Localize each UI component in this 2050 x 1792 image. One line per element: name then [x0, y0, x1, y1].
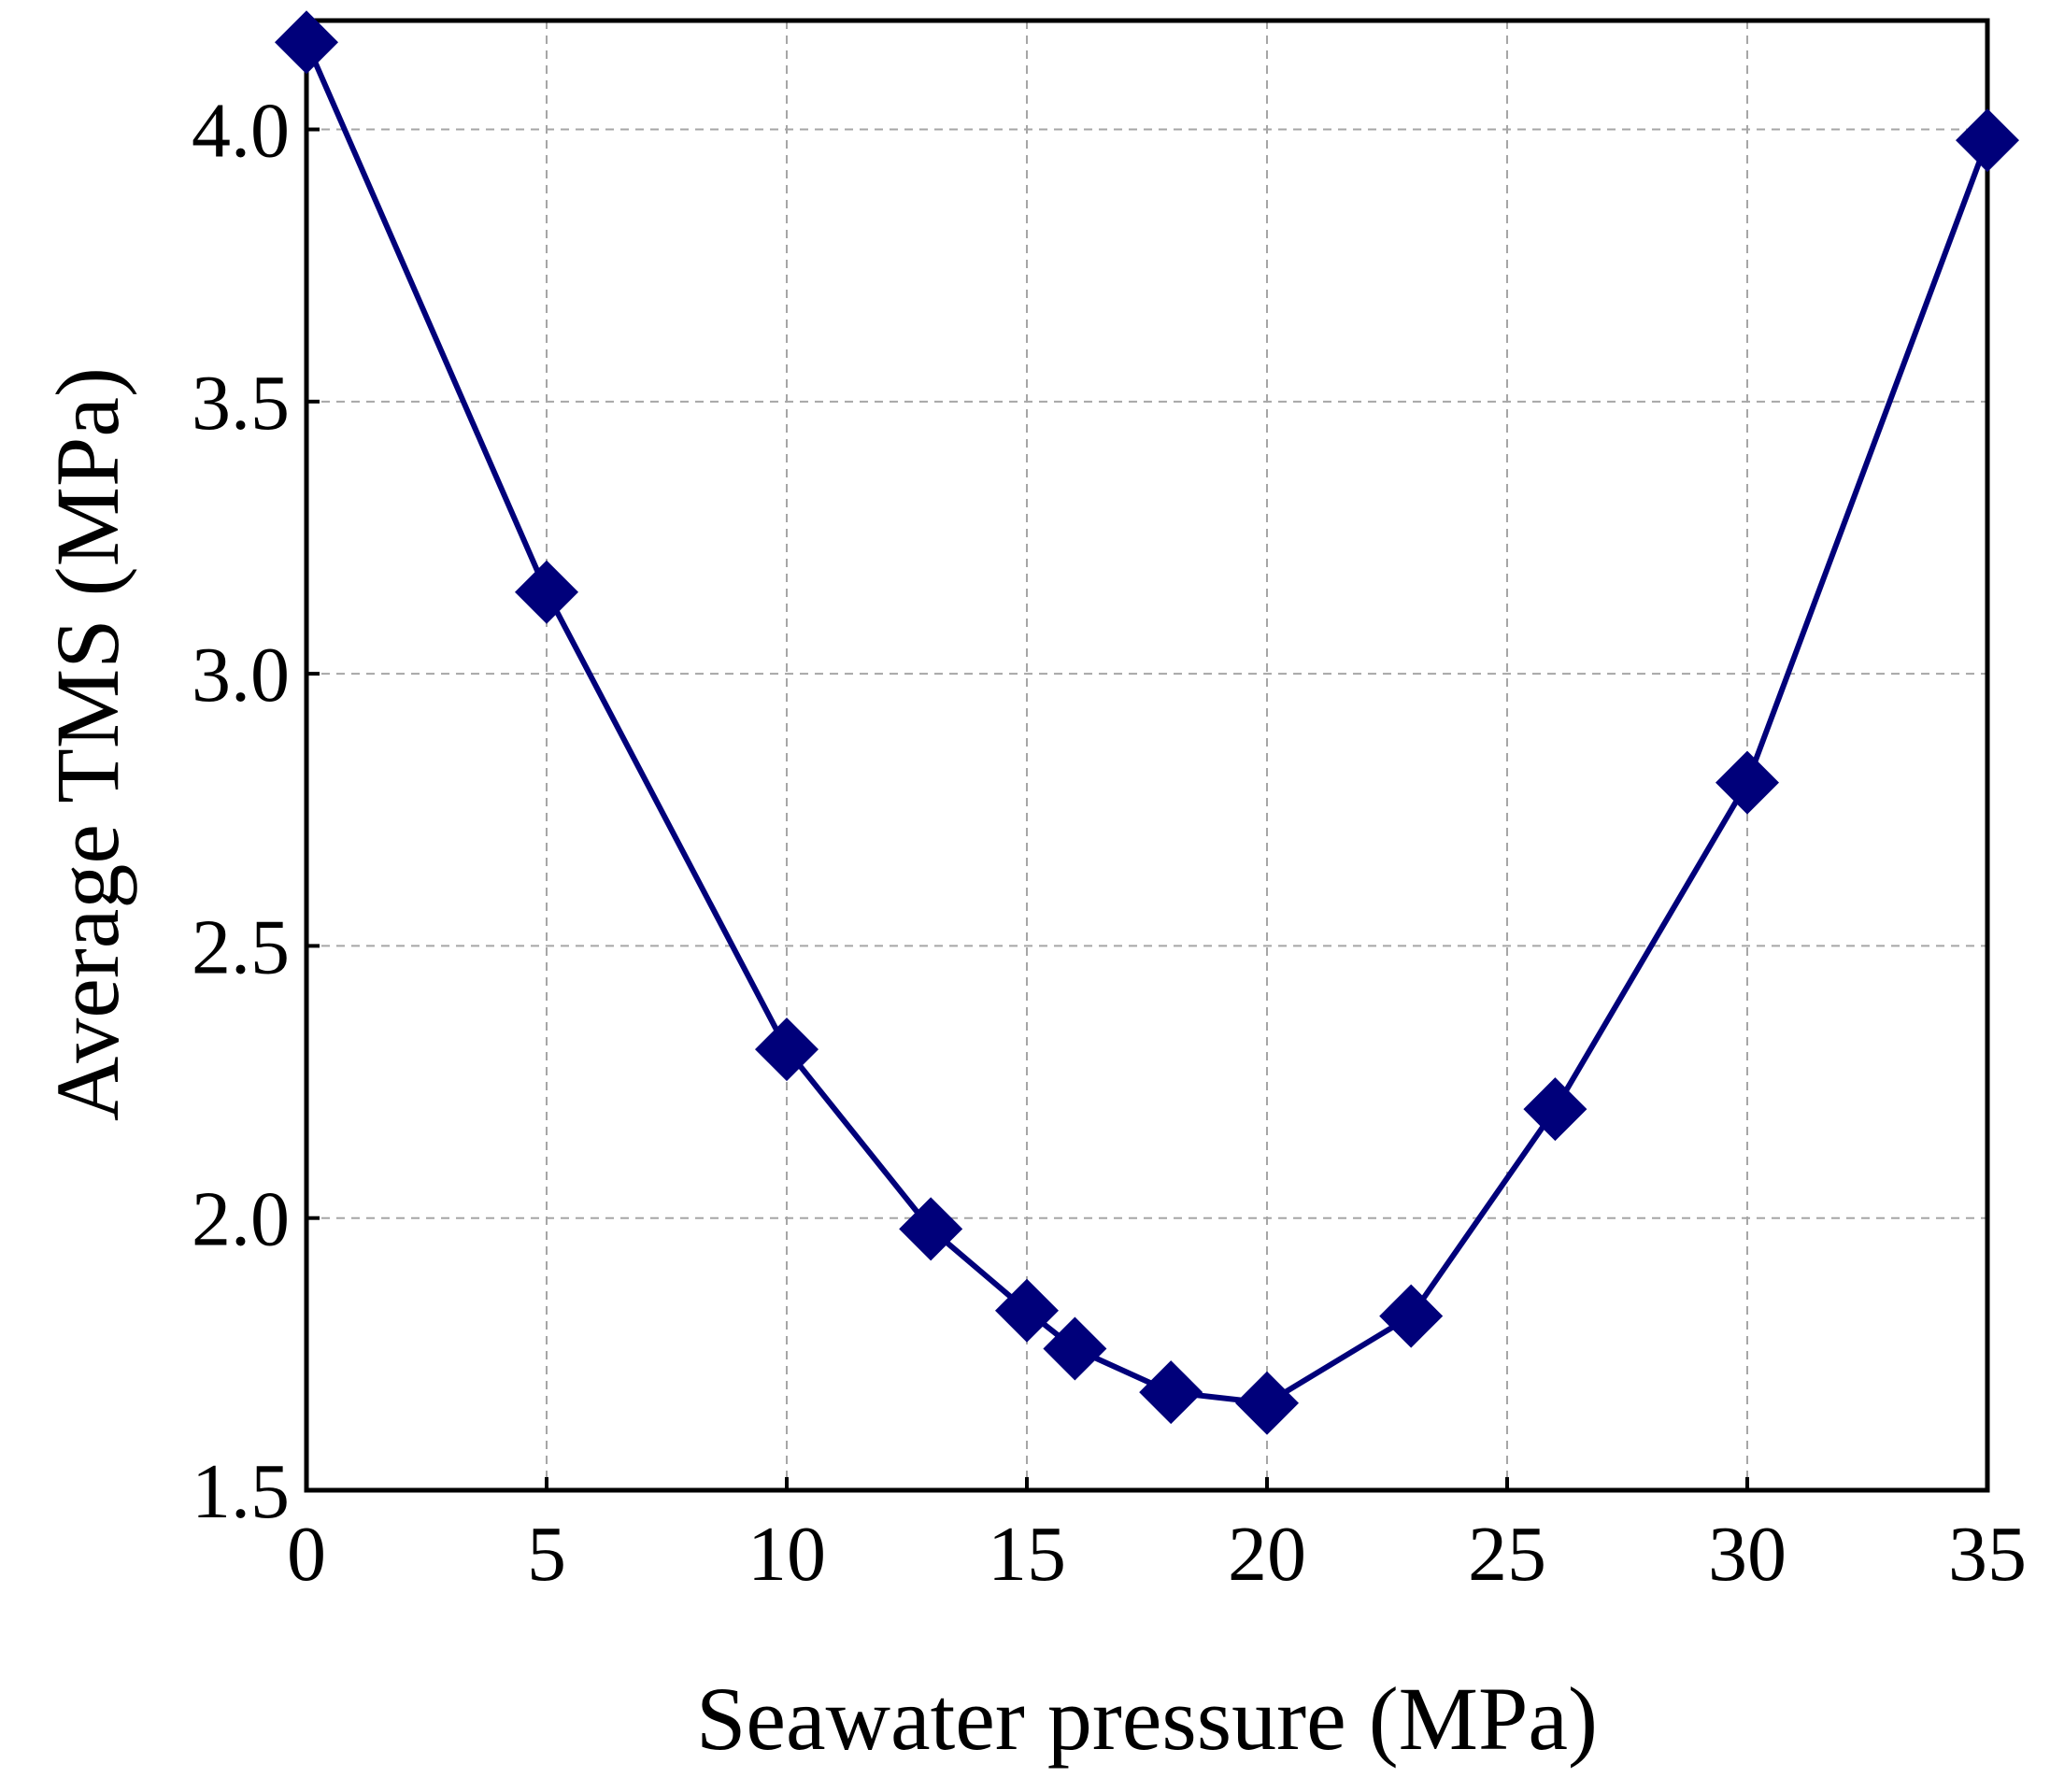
data-point-marker [1043, 1316, 1107, 1381]
plot-frame [304, 18, 1990, 1493]
data-point-marker [1379, 1284, 1444, 1348]
data-point-marker [995, 1278, 1059, 1343]
x-tick-label: 10 [747, 1511, 826, 1598]
y-tick-label: 1.5 [192, 1448, 290, 1535]
y-tick-label: 4.0 [192, 88, 290, 175]
x-tick-label: 15 [988, 1511, 1066, 1598]
data-point-marker [1139, 1360, 1203, 1425]
tick-labels: 0 5 10 15 20 25 30 35 1.5 2.0 2.5 3.0 3.5 4.0 [192, 88, 2027, 1598]
data-point-marker [1235, 1371, 1299, 1435]
series-line [304, 41, 1990, 1406]
x-tick-label: 30 [1708, 1511, 1787, 1598]
x-axis-title: Seawater pressure (MPa) [696, 1669, 1598, 1769]
grid [306, 21, 1987, 1490]
data-point-marker [1715, 750, 1779, 815]
y-tick-label: 2.0 [192, 1176, 290, 1263]
axes [304, 18, 1990, 1493]
data-point-marker [1956, 108, 2019, 173]
series-layer [275, 10, 2019, 1435]
x-tick-label: 20 [1228, 1511, 1306, 1598]
y-tick-label: 3.5 [192, 360, 290, 447]
y-tick-label: 3.0 [192, 632, 290, 718]
data-point-marker [1523, 1077, 1587, 1142]
y-axis-title: Average TMS (MPa) [37, 367, 137, 1121]
x-tick-label: 35 [1948, 1511, 2027, 1598]
x-tick-label: 0 [287, 1511, 326, 1598]
y-tick-label: 2.5 [192, 903, 290, 990]
data-point-marker [755, 1017, 819, 1082]
x-tick-label: 5 [527, 1511, 566, 1598]
x-tick-label: 25 [1468, 1511, 1546, 1598]
data-point-marker [899, 1197, 963, 1261]
data-point-marker [515, 560, 578, 624]
data-point-marker [275, 10, 338, 75]
